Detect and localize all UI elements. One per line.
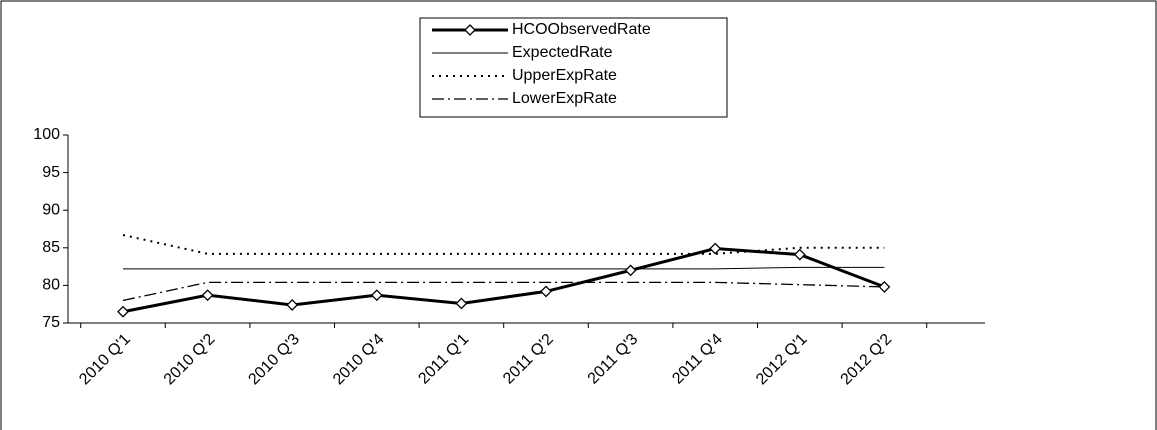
x-tick-label: 2011 Q'1	[415, 331, 472, 388]
x-tick-label: 2011 Q'2	[500, 331, 557, 388]
legend-label: ExpectedRate	[512, 44, 613, 61]
marker	[455, 297, 468, 310]
marker	[286, 299, 299, 311]
marker	[878, 280, 891, 293]
marker	[117, 305, 129, 318]
marker	[370, 289, 383, 302]
legend-marker	[464, 24, 476, 36]
y-tick-label: 90	[42, 201, 60, 218]
x-tick-label: 2010 Q'4	[330, 331, 388, 389]
legend-label: LowerExpRate	[512, 90, 617, 107]
marker	[624, 264, 637, 277]
series-line	[122, 247, 885, 314]
marker	[201, 289, 214, 302]
legend-label: HCOObservedRate	[512, 21, 651, 38]
y-tick-label: 80	[42, 277, 60, 294]
y-tick-label: 95	[42, 164, 60, 181]
legend-label: UpperExpRate	[512, 67, 617, 84]
x-tick-label: 2011 Q'3	[585, 331, 642, 388]
series-line	[123, 266, 885, 270]
x-tick-label: 2010 Q'1	[76, 331, 134, 389]
x-tick-label: 2011 Q'4	[669, 331, 726, 388]
x-tick-label: 2012 Q'2	[838, 331, 896, 389]
y-tick-label: 85	[42, 239, 60, 256]
y-tick-label: 100	[33, 126, 60, 143]
y-tick-label: 75	[42, 314, 60, 331]
marker	[540, 285, 552, 298]
series-line	[122, 281, 885, 302]
x-tick-label: 2010 Q'2	[161, 331, 219, 389]
marker	[793, 248, 806, 261]
x-tick-label: 2012 Q'1	[753, 331, 811, 389]
x-tick-label: 2010 Q'3	[245, 331, 303, 389]
marker	[709, 242, 722, 255]
